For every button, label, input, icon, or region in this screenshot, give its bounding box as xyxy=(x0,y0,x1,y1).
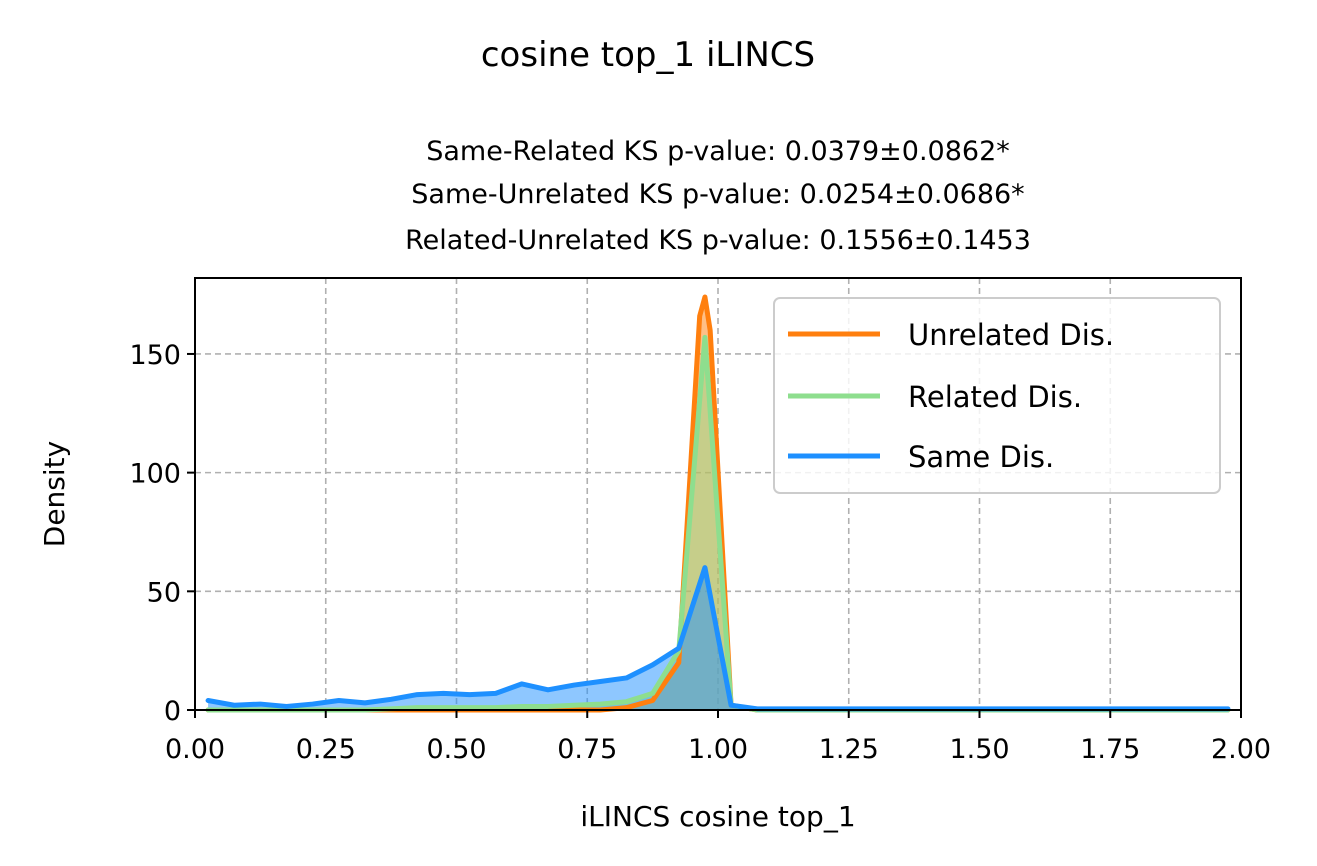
chart-subtitle-line-2: Same-Unrelated KS p-value: 0.0254±0.0686… xyxy=(411,179,1024,210)
chart-subtitle-line-1: Same-Related KS p-value: 0.0379±0.0862* xyxy=(426,136,1010,167)
legend-label-related: Related Dis. xyxy=(908,380,1082,414)
x-tick-label: 0.50 xyxy=(426,734,486,765)
x-axis-ticks: 0.00 0.25 0.50 0.75 1.00 1.25 1.50 1.75 2.00 xyxy=(165,710,1271,765)
y-axis-ticks: 0 50 100 150 xyxy=(129,340,195,727)
y-tick-label: 0 xyxy=(164,696,181,727)
x-tick-label: 1.25 xyxy=(819,734,879,765)
legend-label-same: Same Dis. xyxy=(908,440,1054,474)
x-tick-label: 1.00 xyxy=(688,734,748,765)
line-same-dis xyxy=(205,565,1231,712)
x-tick-label: 2.00 xyxy=(1211,734,1271,765)
x-tick-label: 0.75 xyxy=(557,734,617,765)
legend-box xyxy=(773,297,1221,494)
legend: Unrelated Dis. Related Dis. Same Dis. xyxy=(773,297,1221,494)
chart-subtitle-line-3: Related-Unrelated KS p-value: 0.1556±0.1… xyxy=(405,225,1031,256)
y-tick-label: 100 xyxy=(129,459,181,490)
legend-label-unrelated: Unrelated Dis. xyxy=(908,318,1114,352)
x-axis-label: iLINCS cosine top_1 xyxy=(580,800,855,833)
x-tick-label: 0.00 xyxy=(165,734,225,765)
x-tick-label: 0.25 xyxy=(296,734,356,765)
y-tick-label: 50 xyxy=(147,577,181,608)
x-tick-label: 1.50 xyxy=(949,734,1009,765)
x-tick-label: 1.75 xyxy=(1080,734,1140,765)
chart-title: cosine top_1 iLINCS xyxy=(481,35,815,75)
y-tick-label: 150 xyxy=(129,340,181,371)
y-axis-label: Density xyxy=(38,441,71,547)
